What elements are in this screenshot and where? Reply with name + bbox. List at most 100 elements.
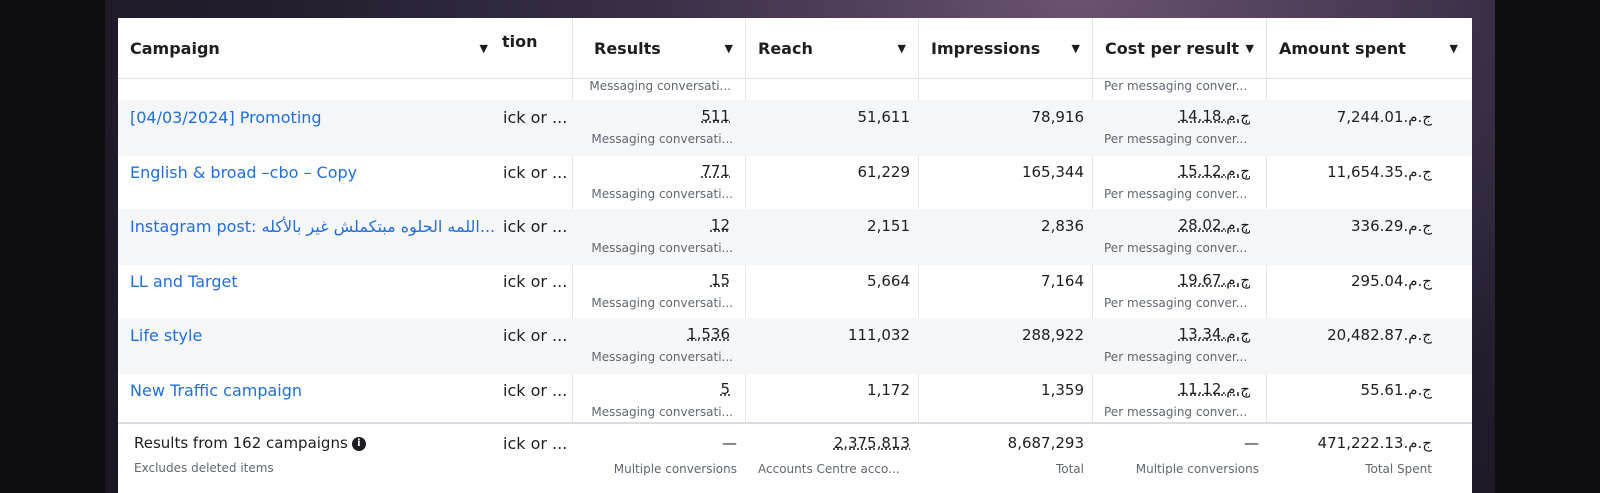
campaign-name-link[interactable]: Life style bbox=[130, 326, 203, 345]
summary-title-text: Results from 162 campaigns bbox=[134, 434, 348, 452]
column-header-amount-spent[interactable]: Amount spent ▼ bbox=[1267, 18, 1472, 79]
cost-subtext: Per messaging conver... bbox=[1104, 79, 1248, 93]
impressions-value: 7,164 bbox=[1041, 271, 1084, 290]
summary-row: Results from 162 campaigns i Excludes del… bbox=[118, 422, 1472, 493]
cost-per-result-value[interactable]: ج.م.‏19.67 bbox=[1178, 270, 1250, 289]
cost-subtext: Per messaging conver... bbox=[1104, 186, 1248, 201]
cost-subtext: Per messaging conver... bbox=[1104, 350, 1248, 364]
summary-delivery: ick or ... bbox=[503, 434, 568, 453]
header-label: tion bbox=[502, 32, 538, 51]
impressions-value: 165,344 bbox=[1021, 162, 1084, 181]
amount-spent-value: ج.م.‏336.29 bbox=[1350, 217, 1432, 235]
summary-impressions: 8,687,293 bbox=[1007, 434, 1084, 452]
table-row[interactable]: New Traffic campaign ick or ... 5 Messaging… bbox=[118, 373, 1472, 429]
results-subtext: Messaging conversati... bbox=[589, 79, 731, 93]
amount-spent-value: ج.م.‏11,654.35 bbox=[1327, 162, 1432, 181]
header-label: Cost per result bbox=[1105, 38, 1240, 58]
results-subtext: Messaging conversati... bbox=[591, 404, 733, 419]
header-label: Campaign bbox=[130, 38, 220, 58]
reach-value: 1,172 bbox=[867, 380, 910, 399]
header-label: Impressions bbox=[931, 38, 1041, 58]
cost-per-result-value[interactable]: ج.م.‏13.34 bbox=[1178, 325, 1250, 343]
campaign-name-link[interactable]: Instagram post: اللمه الحلوه مبتكملش غير… bbox=[130, 217, 496, 236]
summary-reach-sub: Accounts Centre acco... bbox=[758, 462, 900, 476]
results-subtext: Messaging conversati... bbox=[591, 350, 733, 364]
table-row-partial: Messaging conversati... Per messaging co… bbox=[118, 79, 1472, 99]
campaign-name-link[interactable]: [04/03/2024] Promoting bbox=[130, 108, 322, 127]
delivery-status: ick or ... bbox=[503, 108, 568, 127]
campaign-name-link[interactable]: New Traffic campaign bbox=[130, 380, 303, 400]
cost-subtext: Per messaging conver... bbox=[1104, 295, 1248, 310]
amount-spent-value: ج.م.‏20,482.87 bbox=[1327, 326, 1432, 344]
info-icon[interactable]: i bbox=[351, 436, 366, 451]
table-row[interactable]: Life style ick or ... 1,536 Messaging conve… bbox=[118, 318, 1472, 374]
summary-results-sub: Multiple conversions bbox=[613, 462, 737, 476]
reach-value: 5,664 bbox=[867, 271, 910, 290]
delivery-status: ick or ... bbox=[503, 326, 568, 345]
summary-impressions-sub: Total bbox=[1055, 462, 1084, 476]
cost-per-result-value[interactable]: ج.م.‏28.02 bbox=[1178, 216, 1250, 234]
table-row[interactable]: [04/03/2024] Promoting ick or ... 511 Messa… bbox=[118, 100, 1472, 156]
results-subtext: Messaging conversati... bbox=[591, 241, 733, 255]
impressions-value: 78,916 bbox=[1031, 108, 1085, 126]
table-row[interactable]: LL and Target ick or ... 15 Messaging conve… bbox=[118, 264, 1472, 320]
summary-title: Results from 162 campaigns i bbox=[134, 434, 366, 452]
sort-caret-icon[interactable]: ▼ bbox=[724, 41, 733, 55]
impressions-value: 2,836 bbox=[1041, 217, 1084, 235]
sort-caret-icon[interactable]: ▼ bbox=[1449, 41, 1458, 55]
sort-caret-icon[interactable]: ▼ bbox=[1071, 41, 1080, 55]
column-header-campaign[interactable]: Campaign ▼ bbox=[118, 18, 500, 79]
delivery-status: ick or ... bbox=[503, 162, 568, 182]
sort-caret-icon[interactable]: ▼ bbox=[1245, 41, 1254, 55]
results-value[interactable]: 1,536 bbox=[687, 325, 730, 343]
results-subtext: Messaging conversati... bbox=[591, 186, 733, 201]
sort-caret-icon[interactable]: ▼ bbox=[897, 41, 906, 55]
column-header-cost-per-result[interactable]: Cost per result ▼ bbox=[1093, 18, 1266, 79]
summary-results: — bbox=[722, 434, 737, 452]
delivery-status: ick or ... bbox=[503, 380, 568, 400]
results-value[interactable]: 15 bbox=[710, 270, 730, 289]
impressions-value: 288,922 bbox=[1021, 326, 1084, 344]
header-label: Amount spent bbox=[1279, 38, 1406, 58]
results-subtext: Messaging conversati... bbox=[591, 132, 733, 146]
results-value[interactable]: 5 bbox=[720, 379, 730, 398]
table-row[interactable]: Instagram post: اللمه الحلوه مبتكملش غير… bbox=[118, 209, 1472, 265]
column-header-results[interactable]: Results ▼ bbox=[573, 18, 745, 79]
impressions-value: 1,359 bbox=[1041, 380, 1084, 399]
cost-subtext: Per messaging conver... bbox=[1104, 404, 1248, 419]
results-value[interactable]: 771 bbox=[701, 161, 730, 180]
header-label: Results bbox=[594, 38, 661, 58]
cost-per-result-value[interactable]: ج.م.‏14.18 bbox=[1178, 107, 1250, 125]
header-label: Reach bbox=[758, 38, 813, 58]
amount-spent-value: ج.م.‏55.61 bbox=[1360, 380, 1432, 399]
campaigns-table: Messaging conversati... Per messaging co… bbox=[118, 18, 1472, 493]
summary-spent-sub: Total Spent bbox=[1365, 462, 1432, 476]
reach-value: 61,229 bbox=[857, 162, 911, 181]
reach-value: 111,032 bbox=[847, 326, 910, 344]
summary-spent: ج.م.‏471,222.13 bbox=[1317, 434, 1432, 452]
table-row[interactable]: English & broad –cbo – Copy ick or ... 771… bbox=[118, 155, 1472, 211]
summary-reach[interactable]: 2,375,813 bbox=[833, 434, 910, 452]
column-header-delivery[interactable]: tion bbox=[500, 18, 572, 79]
results-value[interactable]: 12 bbox=[710, 216, 730, 234]
summary-cost-sub: Multiple conversions bbox=[1135, 462, 1259, 476]
summary-cost: — bbox=[1244, 434, 1259, 452]
sort-caret-icon[interactable]: ▼ bbox=[479, 41, 488, 55]
campaign-name-link[interactable]: LL and Target bbox=[130, 271, 238, 291]
cost-per-result-value[interactable]: ج.م.‏15.12 bbox=[1178, 161, 1250, 180]
cost-per-result-value[interactable]: ج.م.‏11.12 bbox=[1178, 379, 1250, 398]
cost-subtext: Per messaging conver... bbox=[1104, 132, 1248, 146]
results-value[interactable]: 511 bbox=[701, 107, 730, 125]
campaign-name-link[interactable]: English & broad –cbo – Copy bbox=[130, 162, 358, 182]
reach-value: 51,611 bbox=[857, 108, 911, 126]
delivery-status: ick or ... bbox=[503, 217, 568, 236]
delivery-status: ick or ... bbox=[503, 271, 568, 291]
reach-value: 2,151 bbox=[867, 217, 910, 235]
summary-subtitle: Excludes deleted items bbox=[134, 461, 274, 475]
results-subtext: Messaging conversati... bbox=[591, 295, 733, 310]
column-header-reach[interactable]: Reach ▼ bbox=[746, 18, 918, 79]
cost-subtext: Per messaging conver... bbox=[1104, 241, 1248, 255]
amount-spent-value: ج.م.‏7,244.01 bbox=[1336, 108, 1432, 126]
column-header-impressions[interactable]: Impressions ▼ bbox=[919, 18, 1092, 79]
amount-spent-value: ج.م.‏295.04 bbox=[1350, 271, 1432, 290]
